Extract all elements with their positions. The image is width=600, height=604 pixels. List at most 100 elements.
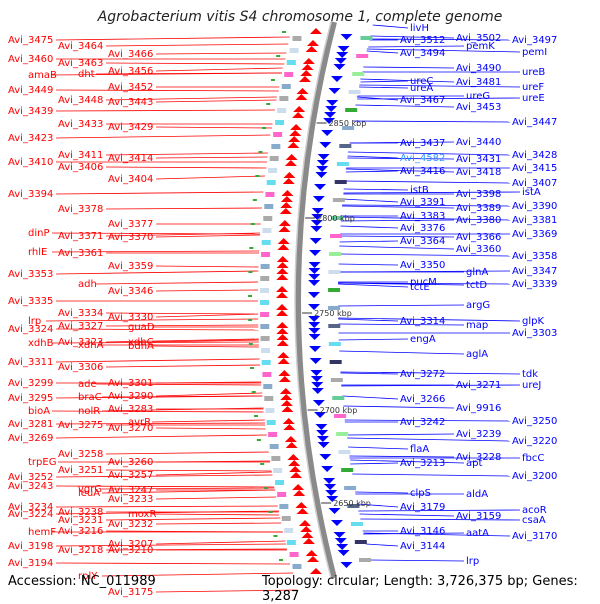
forward-gene-arrow xyxy=(309,568,322,574)
forward-connector xyxy=(105,312,259,315)
forward-gene-label: Avi_3233 xyxy=(108,494,153,505)
forward-gene-label: Avi_3346 xyxy=(108,286,153,297)
forward-gene-arrow xyxy=(301,532,314,538)
forward-gene-arrow xyxy=(307,40,320,46)
reverse-gene-label: Avi_3381 xyxy=(512,215,557,226)
reverse-connector xyxy=(338,304,465,307)
reverse-gene-label: Avi_3360 xyxy=(456,244,501,255)
forward-gene-arrow xyxy=(281,406,294,412)
forward-gene-arrow xyxy=(276,292,289,298)
reverse-gene-label: Avi_3512 xyxy=(400,35,445,46)
forward-gene-label: Avi_3370 xyxy=(108,232,153,243)
rna-feature-mark xyxy=(273,535,278,537)
reverse-gene-label: Avi_3440 xyxy=(456,137,501,148)
forward-feature-band xyxy=(284,528,294,533)
forward-gene-label: Avi_3270 xyxy=(108,423,153,434)
forward-gene-label: leuA xyxy=(78,488,100,499)
reverse-gene-label: Avi_3490 xyxy=(456,63,501,74)
forward-gene-arrow xyxy=(296,88,309,94)
reverse-gene-label: istB xyxy=(410,185,429,196)
reverse-gene-label: apt xyxy=(466,458,482,469)
forward-gene-label: Avi_3439 xyxy=(8,106,53,117)
reverse-connector xyxy=(350,459,465,464)
rna-feature-mark xyxy=(276,55,281,57)
forward-feature-band xyxy=(284,72,294,77)
forward-gene-label: Avi_3175 xyxy=(108,587,153,598)
reverse-connector xyxy=(366,50,399,54)
reverse-gene-arrow xyxy=(310,370,323,376)
reverse-connector xyxy=(368,45,465,48)
reverse-gene-arrow xyxy=(311,388,324,394)
reverse-gene-arrow xyxy=(310,376,323,382)
reverse-feature-band xyxy=(334,180,347,184)
reverse-gene-label: Avi_3390 xyxy=(512,201,557,212)
forward-feature-band xyxy=(263,384,273,389)
forward-feature-band xyxy=(269,444,279,449)
reverse-connector xyxy=(359,86,409,89)
reverse-gene-label: Avi_3250 xyxy=(512,416,557,427)
reverse-gene-label: Avi_3418 xyxy=(456,167,501,178)
forward-gene-label: Avi_3330 xyxy=(108,312,153,323)
reverse-gene-arrow xyxy=(324,484,337,490)
reverse-gene-label: Avi_3391 xyxy=(400,197,445,208)
reverse-connector xyxy=(359,513,455,517)
reverse-gene-label: Avi_3271 xyxy=(456,380,501,391)
forward-feature-band xyxy=(281,516,291,521)
forward-connector xyxy=(55,562,290,565)
reverse-gene-label: pemK xyxy=(466,41,495,52)
reverse-gene-label: Avi_4582 xyxy=(400,153,445,164)
forward-feature-band xyxy=(264,204,274,209)
reverse-connector xyxy=(360,80,409,83)
forward-feature-band xyxy=(269,156,279,161)
reverse-gene-label: Avi_3228 xyxy=(456,452,501,463)
reverse-gene-arrow xyxy=(309,346,322,352)
reverse-feature-band xyxy=(338,450,351,454)
forward-feature-band xyxy=(271,456,281,461)
reverse-connector xyxy=(349,455,455,458)
forward-gene-label: Avi_3234 xyxy=(8,502,53,513)
reverse-gene-label: Avi_3266 xyxy=(400,394,445,405)
reverse-connector xyxy=(356,96,399,101)
reverse-gene-arrow xyxy=(308,304,321,310)
forward-connector xyxy=(155,392,263,397)
reverse-gene-arrow xyxy=(308,328,321,334)
reverse-gene-label: glpK xyxy=(522,316,544,327)
forward-gene-label: hemF xyxy=(28,527,56,538)
reverse-feature-band xyxy=(331,216,344,220)
forward-gene-arrow xyxy=(278,226,291,232)
reverse-gene-arrow xyxy=(321,130,334,136)
forward-connector xyxy=(155,313,259,318)
reverse-connector xyxy=(341,219,455,222)
reverse-gene-label: acoR xyxy=(522,505,547,516)
reverse-gene-label: tctE xyxy=(410,282,430,293)
reverse-connector xyxy=(369,559,465,562)
forward-connector xyxy=(155,175,265,180)
reverse-gene-label: clpS xyxy=(410,488,431,499)
reverse-gene-arrow xyxy=(340,34,353,40)
reverse-gene-label: ureA xyxy=(410,83,433,94)
forward-connector xyxy=(105,166,267,169)
reverse-feature-band xyxy=(342,126,355,130)
forward-connector xyxy=(55,89,279,92)
forward-connector xyxy=(101,395,263,398)
forward-gene-arrow xyxy=(277,352,290,358)
reverse-gene-label: argG xyxy=(466,300,490,311)
forward-connector xyxy=(55,485,274,488)
forward-gene-arrow xyxy=(276,286,289,292)
forward-gene-arrow xyxy=(277,238,290,244)
forward-gene-arrow xyxy=(302,58,315,64)
forward-connector xyxy=(155,540,286,545)
reverse-feature-band xyxy=(344,486,357,490)
reverse-feature-band xyxy=(356,54,369,58)
forward-feature-band xyxy=(260,264,270,269)
reverse-gene-arrow xyxy=(317,154,330,160)
forward-feature-band xyxy=(271,144,281,149)
reverse-connector xyxy=(342,204,511,207)
forward-connector xyxy=(155,52,287,55)
reverse-connector xyxy=(340,372,399,375)
forward-gene-label: Avi_3378 xyxy=(58,204,103,215)
reverse-gene-label: Avi_3494 xyxy=(400,48,445,59)
reverse-feature-band xyxy=(330,234,343,238)
reverse-gene-arrow xyxy=(308,262,321,268)
reverse-gene-label: engA xyxy=(410,334,436,345)
